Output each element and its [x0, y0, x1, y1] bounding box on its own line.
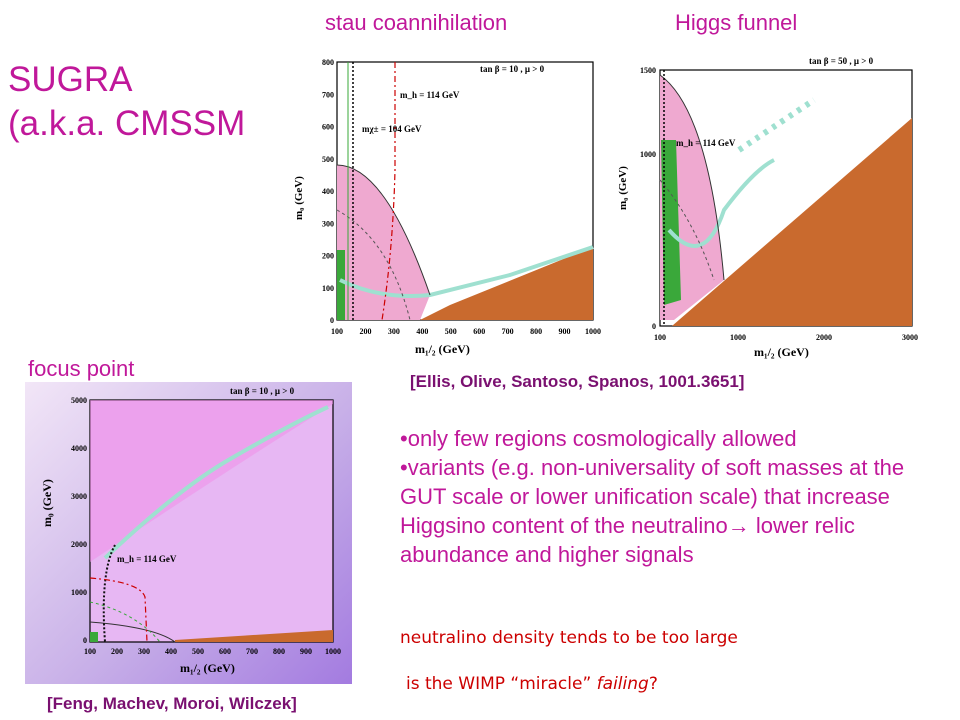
y-tick-label: 400 — [322, 187, 334, 196]
y-axis-label: m₀ (GeV) — [617, 166, 629, 210]
y-tick-labels: 0 100 200 300 400 500 600 700 800 — [322, 58, 334, 325]
reference-ellis: [Ellis, Olive, Santoso, Spanos, 1001.365… — [410, 372, 745, 391]
y-tick-label: 3000 — [71, 492, 87, 501]
focus-point-plot: tan β = 10 , μ > 0 m_h = 114 GeV 0 1000 20… — [40, 386, 341, 675]
mh-label: m_h = 114 GeV — [400, 90, 460, 100]
x-tick-label: 1000 — [585, 327, 601, 336]
label-focus-point: focus point — [28, 356, 135, 381]
note-wimp-suffix: ? — [648, 674, 658, 694]
higgs-mass-line — [381, 62, 396, 321]
y-tick-label: 1000 — [640, 150, 656, 159]
stau-lsp-region — [672, 118, 912, 326]
higgs-funnel-plot: tan β = 50 , μ > 0 m_h = 114 GeV 0 1000 15… — [617, 56, 918, 359]
boundary-curve — [659, 74, 725, 281]
x-tick-label: 800 — [530, 327, 542, 336]
pink-region — [90, 400, 333, 562]
y-tick-label: 0 — [652, 322, 656, 331]
title-line-1: SUGRA — [8, 60, 133, 99]
y-axis-label: m₀ (GeV) — [293, 176, 305, 220]
x-tick-label: 900 — [559, 327, 571, 336]
y-tick-label: 0 — [330, 316, 334, 325]
y-tick-label: 300 — [322, 219, 334, 228]
dashed-curve — [659, 179, 715, 281]
slide-title: SUGRA (a.k.a. CMSSM — [8, 58, 245, 146]
y-tick-label: 500 — [322, 155, 334, 164]
mchi-label: mχ± = 104 GeV — [362, 124, 422, 134]
teal-band — [667, 158, 775, 248]
bullet-list: •only few regions cosmologically allowed… — [400, 424, 955, 569]
green-region — [337, 250, 345, 320]
boundary-curve — [89, 621, 176, 643]
x-tick-label: 700 — [246, 647, 258, 656]
green-region — [661, 140, 681, 305]
y-tick-labels: 0 1000 2000 3000 4000 5000 — [71, 396, 87, 645]
x-axis-label: m₁/₂ (GeV) — [754, 345, 809, 359]
y-tick-label: 2000 — [71, 540, 87, 549]
x-tick-label: 100 — [84, 647, 96, 656]
x-tick-label: 300 — [388, 327, 400, 336]
y-axis-label: m₀ (GeV) — [40, 479, 54, 527]
x-axis-label: m₁/₂ (GeV) — [415, 342, 470, 356]
x-tick-label: 800 — [273, 647, 285, 656]
x-tick-label: 300 — [138, 647, 150, 656]
focus-point-panel: tan β = 10 , μ > 0 m_h = 114 GeV 0 1000 20… — [25, 382, 352, 684]
y-tick-label: 100 — [322, 284, 334, 293]
green-dashed-line — [89, 601, 161, 643]
x-tick-label: 2000 — [816, 333, 832, 342]
x-tick-label: 1000 — [730, 333, 746, 342]
x-tick-labels: 100 200 300 400 500 600 700 800 900 1000 — [331, 327, 601, 336]
x-tick-label: 400 — [165, 647, 177, 656]
x-tick-labels: 100 1000 2000 3000 — [654, 333, 918, 342]
x-tick-label: 200 — [111, 647, 123, 656]
y-tick-labels: 0 1000 1500 — [640, 66, 656, 331]
x-tick-label: 900 — [300, 647, 312, 656]
y-tick-label: 0 — [83, 636, 87, 645]
red-line — [89, 577, 148, 643]
title-line-2: (a.k.a. CMSSM — [8, 104, 246, 143]
x-tick-label: 100 — [331, 327, 343, 336]
x-tick-label: 700 — [502, 327, 514, 336]
teal-band — [103, 405, 329, 560]
bullet-item-1: •only few regions cosmologically allowed — [400, 426, 797, 451]
mh-line — [102, 544, 116, 643]
mh-label: m_h = 114 GeV — [117, 554, 177, 564]
y-tick-label: 600 — [322, 123, 334, 132]
x-tick-label: 200 — [359, 327, 371, 336]
y-tick-label: 700 — [322, 90, 334, 99]
stau-lsp-region — [420, 247, 593, 320]
label-stau-coannihilation: stau coannihilation — [325, 10, 508, 35]
y-tick-label: 1500 — [640, 66, 656, 75]
reference-feng: [Feng, Machev, Moroi, Wilczek] — [47, 694, 297, 713]
y-tick-label: 4000 — [71, 444, 87, 453]
plot-header: tan β = 10 , μ > 0 — [230, 386, 295, 396]
y-tick-label: 200 — [322, 252, 334, 261]
pink-region — [337, 165, 430, 320]
stau-lsp-region — [175, 630, 333, 642]
x-tick-label: 500 — [445, 327, 457, 336]
x-tick-labels: 100 200 300 400 500 600 700 800 900 1000 — [84, 647, 341, 656]
y-tick-label: 5000 — [71, 396, 87, 405]
x-tick-label: 600 — [219, 647, 231, 656]
teal-band-upper — [737, 97, 816, 153]
y-tick-label: 800 — [322, 58, 334, 67]
plot-header: tan β = 50 , μ > 0 — [809, 56, 874, 66]
note-wimp-prefix: is the WIMP “miracle” — [406, 674, 597, 694]
stau-coannihilation-plot: tan β = 10 , μ > 0 m_h = 114 GeV mχ± = 1… — [293, 58, 601, 356]
x-tick-label: 3000 — [902, 333, 918, 342]
note-density: neutralino density tends to be too large — [400, 628, 738, 648]
x-tick-label: 100 — [654, 333, 666, 342]
label-higgs-funnel: Higgs funnel — [675, 10, 798, 35]
y-tick-label: 1000 — [71, 588, 87, 597]
x-axis-label: m₁/₂ (GeV) — [180, 661, 235, 675]
green-region — [90, 632, 98, 642]
note-wimp-emphasis: failing — [596, 674, 649, 694]
note-wimp-miracle: is the WIMP “miracle” failing? — [406, 674, 658, 694]
x-tick-label: 1000 — [325, 647, 341, 656]
x-tick-label: 400 — [416, 327, 428, 336]
x-tick-label: 500 — [192, 647, 204, 656]
plot-header: tan β = 10 , μ > 0 — [480, 64, 545, 74]
mh-label: m_h = 114 GeV — [676, 138, 736, 148]
x-tick-label: 600 — [473, 327, 485, 336]
bullet-item-2: •variants (e.g. non-universality of soft… — [400, 455, 905, 567]
